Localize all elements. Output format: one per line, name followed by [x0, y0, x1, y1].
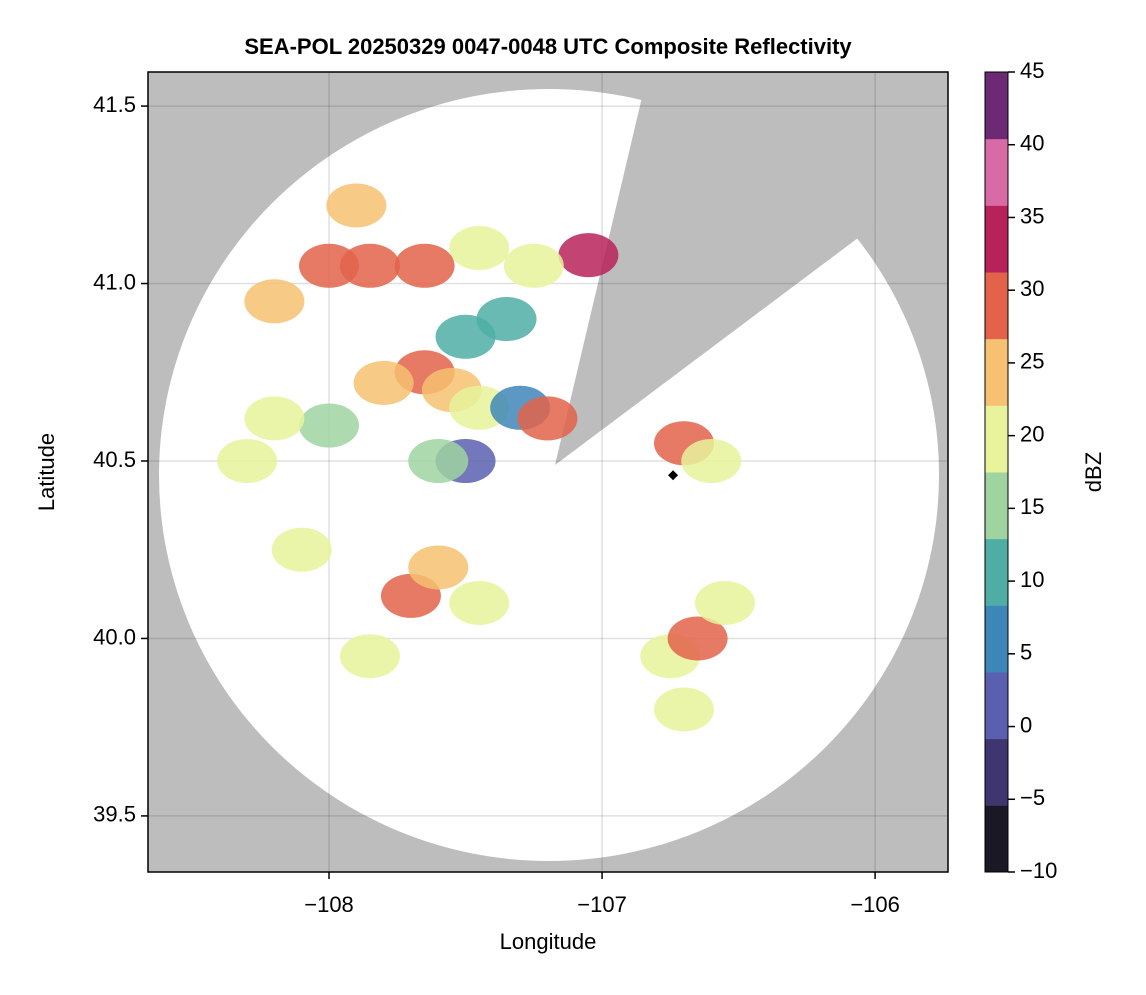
- colorbar-tick-label: 20: [1020, 421, 1044, 446]
- colorbar-swatch: [985, 605, 1008, 673]
- echo-cell: [653, 687, 714, 732]
- plot-frame: [147, 71, 949, 873]
- colorbar-swatch: [985, 405, 1008, 473]
- echo-cell: [503, 243, 564, 288]
- colorbar-swatch: [985, 205, 1008, 273]
- colorbar-tick-label: 40: [1020, 131, 1044, 156]
- echo-cell: [299, 243, 360, 288]
- chart-title: SEA-POL 20250329 0047-0048 UTC Composite…: [244, 34, 852, 59]
- colorbar-tick-label: 30: [1020, 276, 1044, 301]
- blocked-sector: [555, 72, 948, 465]
- echo-cell: [217, 438, 278, 483]
- colorbar-tick-label: −10: [1020, 858, 1057, 883]
- colorbar-tick-label: 0: [1020, 712, 1032, 737]
- y-tick-label: 40.5: [93, 447, 136, 472]
- echo-cell: [339, 634, 400, 679]
- y-tick-label: 41.5: [93, 92, 136, 117]
- radar-site: [668, 470, 679, 481]
- echo-cell: [244, 396, 305, 441]
- x-tick-label: −107: [577, 892, 627, 917]
- echo-cell: [244, 279, 305, 324]
- colorbar-label: dBZ: [1081, 452, 1106, 492]
- x-tick-label: −108: [304, 892, 354, 917]
- plot-area: [148, 72, 948, 872]
- colorbar-swatch: [985, 272, 1008, 340]
- echo-cell: [299, 403, 360, 448]
- colorbar-swatch: [985, 805, 1008, 873]
- echo-cell: [326, 183, 387, 228]
- echo-cell: [271, 527, 332, 572]
- colorbar-tick-label: 5: [1020, 640, 1032, 665]
- echoes: [217, 183, 755, 732]
- y-tick-label: 40.0: [93, 624, 136, 649]
- colorbar-swatch: [985, 138, 1008, 206]
- echo-cell: [667, 616, 728, 661]
- x-axis-label: Longitude: [500, 929, 597, 954]
- echo-cell: [353, 360, 414, 405]
- colorbar-tick-label: 10: [1020, 567, 1044, 592]
- echo-cell: [394, 243, 455, 288]
- colorbar-tick-label: 15: [1020, 494, 1044, 519]
- echo-cell: [558, 233, 619, 278]
- y-axis-label: Latitude: [34, 433, 59, 511]
- echo-cell: [435, 314, 496, 359]
- echo-cell: [694, 580, 755, 625]
- echo-cell: [681, 438, 742, 483]
- echo-cell: [408, 438, 469, 483]
- y-tick-label: 41.0: [93, 269, 136, 294]
- colorbar-swatch: [985, 538, 1008, 606]
- x-tick-label: −106: [850, 892, 900, 917]
- colorbar-tick-label: 25: [1020, 349, 1044, 374]
- colorbar-tick-label: 45: [1020, 58, 1044, 83]
- y-tick-label: 39.5: [93, 802, 136, 827]
- echo-cell: [449, 580, 510, 625]
- colorbar-swatch: [985, 738, 1008, 806]
- colorbar-swatch: [985, 472, 1008, 540]
- colorbar-swatch: [985, 72, 1008, 140]
- echo-cell: [449, 226, 510, 271]
- colorbar-swatch: [985, 338, 1008, 406]
- colorbar: −10 −5 0 5 10 15 20 25 30 35 40 45: [984, 58, 1057, 883]
- colorbar-tick-label: −5: [1020, 785, 1045, 810]
- echo-cell: [517, 396, 578, 441]
- colorbar-frame: [984, 71, 1009, 873]
- echo-cell: [408, 545, 469, 590]
- colorbar-swatch: [985, 672, 1008, 740]
- colorbar-tick-label: 35: [1020, 203, 1044, 228]
